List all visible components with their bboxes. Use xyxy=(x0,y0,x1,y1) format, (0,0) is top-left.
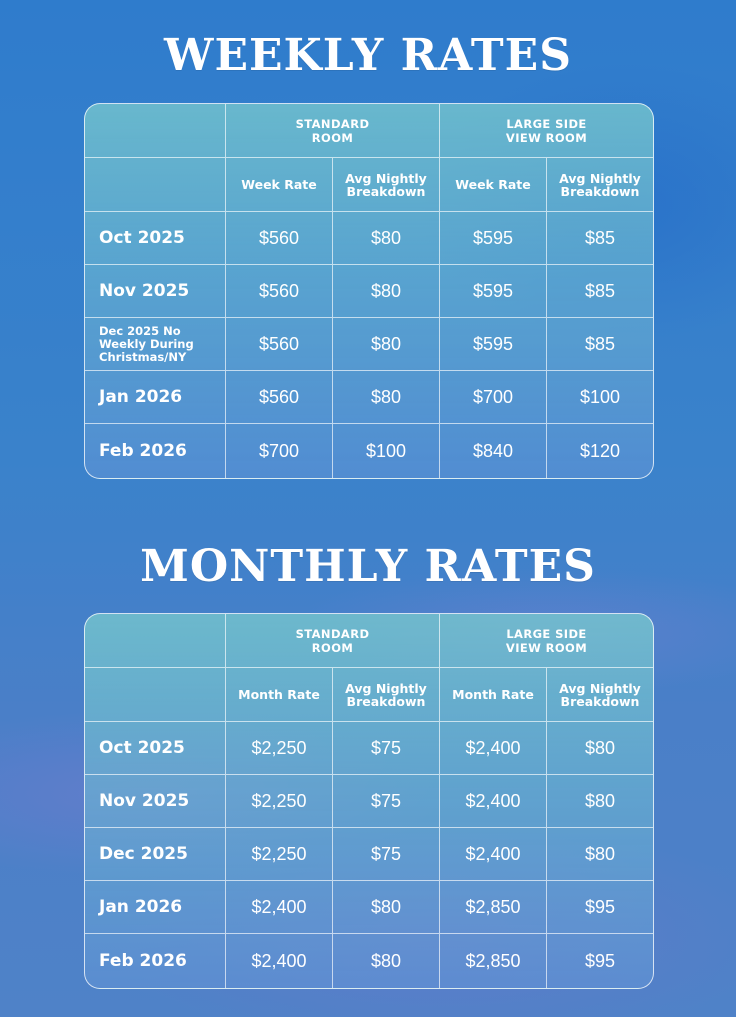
standard-room-header: STANDARD ROOM xyxy=(226,614,440,668)
rate-cell: $560 xyxy=(226,265,333,318)
rate-cell: $595 xyxy=(440,212,547,265)
rate-cell: $80 xyxy=(333,265,440,318)
rate-cell: $80 xyxy=(333,881,440,934)
rate-cell: $595 xyxy=(440,318,547,371)
rate-cell: $840 xyxy=(440,424,547,478)
rate-cell: $595 xyxy=(440,265,547,318)
row-label: Jan 2026 xyxy=(85,881,226,934)
rate-cell: $85 xyxy=(547,265,653,318)
rate-cell: $95 xyxy=(547,881,653,934)
column-header: Month Rate xyxy=(226,668,333,722)
rate-cell: $2,400 xyxy=(440,828,547,881)
row-label: Dec 2025 xyxy=(85,828,226,881)
rate-cell: $2,850 xyxy=(440,881,547,934)
rate-cell: $2,850 xyxy=(440,934,547,988)
row-label: Oct 2025 xyxy=(85,212,226,265)
row-label: Dec 2025 No Weekly During Christmas/NY xyxy=(85,318,226,371)
rate-cell: $75 xyxy=(333,828,440,881)
rate-cell: $2,400 xyxy=(440,722,547,775)
row-label: Nov 2025 xyxy=(85,265,226,318)
row-label: Nov 2025 xyxy=(85,775,226,828)
rate-cell: $700 xyxy=(226,424,333,478)
rate-cell: $80 xyxy=(333,371,440,424)
monthly-rates-title: MONTHLY RATES xyxy=(140,541,596,592)
rate-cell: $75 xyxy=(333,775,440,828)
row-label: Feb 2026 xyxy=(85,934,226,988)
rate-cell: $2,250 xyxy=(226,828,333,881)
rate-cell: $2,400 xyxy=(226,934,333,988)
rate-cell: $100 xyxy=(333,424,440,478)
row-label: Oct 2025 xyxy=(85,722,226,775)
rate-cell: $75 xyxy=(333,722,440,775)
rate-cell: $95 xyxy=(584,950,616,971)
column-header: Avg Nightly Breakdown xyxy=(333,668,440,722)
rate-cell: $2,250 xyxy=(226,722,333,775)
rate-cell: $120 xyxy=(579,440,621,461)
column-header: Avg Nightly Breakdown xyxy=(547,668,653,722)
monthly-rates-table: STANDARD ROOM LARGE SIDE VIEW ROOM Month… xyxy=(84,613,654,989)
rate-cell: $80 xyxy=(547,828,653,881)
rate-cell: $2,400 xyxy=(226,881,333,934)
table-corner-cell xyxy=(85,104,226,158)
rate-cell: $700 xyxy=(440,371,547,424)
weekly-rates-table: STANDARD ROOM LARGE SIDE VIEW ROOM Week … xyxy=(84,103,654,479)
table-corner-cell xyxy=(85,668,226,722)
column-header: Week Rate xyxy=(440,158,547,212)
standard-room-header: STANDARD ROOM xyxy=(226,104,440,158)
rate-cell: $85 xyxy=(547,212,653,265)
rate-cell: $85 xyxy=(547,318,653,371)
rate-cell: $2,400 xyxy=(440,775,547,828)
rate-cell: $560 xyxy=(226,212,333,265)
row-label: Feb 2026 xyxy=(85,424,226,478)
table-corner-cell xyxy=(85,614,226,668)
rate-cell: $80 xyxy=(333,934,440,988)
large-side-view-room-header: LARGE SIDE VIEW ROOM xyxy=(440,614,653,668)
column-header: Week Rate xyxy=(226,158,333,212)
rate-cell: $80 xyxy=(547,722,653,775)
column-header: Month Rate xyxy=(440,668,547,722)
rate-cell: $560 xyxy=(226,371,333,424)
rate-cell: $80 xyxy=(547,775,653,828)
large-side-view-room-header: LARGE SIDE VIEW ROOM xyxy=(440,104,653,158)
row-label: Jan 2026 xyxy=(85,371,226,424)
column-header: Avg Nightly Breakdown xyxy=(333,158,440,212)
rate-cell: $560 xyxy=(226,318,333,371)
rate-cell: $80 xyxy=(333,212,440,265)
table-corner-cell xyxy=(85,158,226,212)
column-header: Avg Nightly Breakdown xyxy=(547,158,653,212)
rate-cell: $80 xyxy=(333,318,440,371)
rate-cell: $100 xyxy=(547,371,653,424)
weekly-rates-title: WEEKLY RATES xyxy=(164,30,572,81)
rate-cell: $2,250 xyxy=(226,775,333,828)
